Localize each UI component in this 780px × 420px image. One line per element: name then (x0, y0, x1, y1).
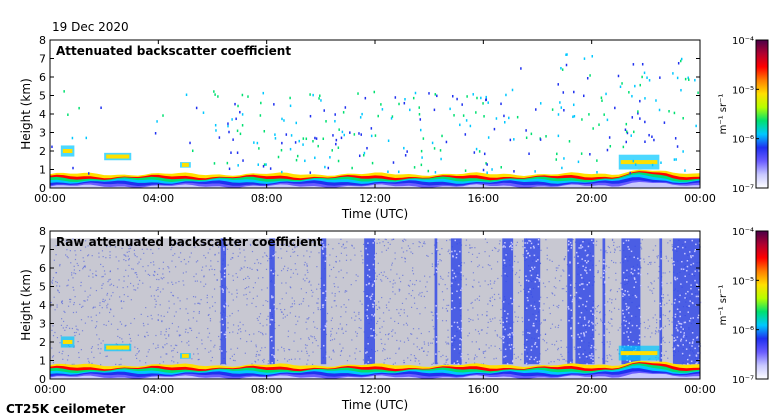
x-tick-label: 08:00 (251, 383, 283, 396)
noise-band (364, 238, 375, 365)
noise-band (434, 238, 438, 365)
x-tick-label: 12:00 (359, 192, 391, 205)
colorbar-label: m⁻¹ sr⁻¹ (718, 94, 729, 135)
plot-area (50, 40, 700, 188)
noise-band (269, 238, 275, 365)
y-tick-label: 3 (39, 318, 46, 331)
noise-band (320, 238, 327, 365)
y-tick-label: 6 (39, 71, 46, 84)
x-tick-label: 00:00 (684, 383, 716, 396)
colorbar: 10⁻⁴ 10⁻⁵ 10⁻⁶ 10⁻⁷ m⁻¹ sr⁻¹ (718, 36, 769, 195)
y-tick-label: 7 (39, 244, 46, 257)
x-axis-label: Time (UTC) (341, 398, 408, 412)
cloud-core (62, 149, 73, 153)
noise-band (672, 238, 700, 365)
colorbar-tick-label: 10⁻⁵ (732, 85, 754, 96)
colorbar-tick-label: 10⁻⁴ (732, 227, 754, 238)
y-tick-label: 8 (39, 225, 46, 238)
colorbar-tick-label: 10⁻⁵ (732, 276, 754, 287)
x-tick-label: 12:00 (359, 383, 391, 396)
cloud-core (106, 154, 130, 159)
x-tick-label: 04:00 (142, 192, 174, 205)
y-tick-label: 1 (39, 355, 46, 368)
x-tick-label: 20:00 (576, 192, 608, 205)
cloud-patches (60, 145, 660, 170)
noise-bands (220, 238, 702, 366)
y-tick-label: 1 (39, 164, 46, 177)
x-tick-label: 16:00 (467, 383, 499, 396)
y-tick-label: 8 (39, 34, 46, 47)
cloud-core (182, 353, 189, 358)
colorbar-tick-label: 10⁻⁶ (732, 135, 754, 146)
noise-band (567, 238, 573, 365)
y-tick-label: 0 (39, 182, 46, 195)
noise-band (621, 238, 641, 365)
x-tick-label: 00:00 (684, 192, 716, 205)
cloud-core (182, 162, 189, 167)
colorbar-gradient (755, 230, 769, 380)
panel-title: Raw attenuated backscatter coefficient (56, 235, 323, 249)
cloud-core (620, 351, 658, 356)
noise-band (659, 238, 663, 365)
colorbar-tick-label: 10⁻⁷ (732, 184, 754, 195)
panel-title: Attenuated backscatter coefficient (56, 44, 291, 58)
cloud-core (106, 345, 130, 350)
x-tick-label: 00:00 (34, 383, 66, 396)
y-tick-label: 2 (39, 336, 46, 349)
y-tick-label: 5 (39, 90, 46, 103)
x-tick-label: 08:00 (251, 192, 283, 205)
y-tick-label: 5 (39, 281, 46, 294)
colorbar-label: m⁻¹ sr⁻¹ (718, 285, 729, 326)
colorbar-tick-label: 10⁻⁶ (732, 326, 754, 337)
y-axis-label: Height (km) (19, 269, 33, 340)
x-tick-label: 04:00 (142, 383, 174, 396)
y-axis-label: Height (km) (19, 78, 33, 149)
y-tick-label: 4 (39, 108, 46, 121)
date-label: 19 Dec 2020 (52, 20, 129, 34)
x-axis-label: Time (UTC) (341, 207, 408, 221)
cloud-patches (60, 336, 660, 361)
y-tick-label: 7 (39, 53, 46, 66)
instrument-label: CT25K ceilometer (6, 402, 126, 416)
y-tick-label: 6 (39, 262, 46, 275)
cloud-core (62, 340, 73, 344)
panel-raw: Raw attenuated backscatter coefficient00… (19, 225, 769, 412)
x-tick-label: 00:00 (34, 192, 66, 205)
noise-band (450, 238, 462, 365)
y-tick-label: 3 (39, 127, 46, 140)
colorbar-gradient (755, 39, 769, 189)
sparse-echoes (51, 53, 699, 175)
noise-band (502, 238, 514, 365)
plot-area (50, 231, 702, 379)
x-tick-label: 16:00 (467, 192, 499, 205)
y-tick-label: 2 (39, 145, 46, 158)
colorbar: 10⁻⁴ 10⁻⁵ 10⁻⁶ 10⁻⁷ m⁻¹ sr⁻¹ (718, 227, 769, 386)
y-tick-label: 4 (39, 299, 46, 312)
noise-band (602, 238, 606, 365)
colorbar-tick-label: 10⁻⁷ (732, 375, 754, 386)
y-tick-label: 0 (39, 373, 46, 386)
cloud-core (620, 160, 658, 165)
noise-band (220, 238, 227, 365)
plot-background (50, 40, 700, 188)
x-tick-label: 20:00 (576, 383, 608, 396)
colorbar-tick-label: 10⁻⁴ (732, 36, 754, 47)
